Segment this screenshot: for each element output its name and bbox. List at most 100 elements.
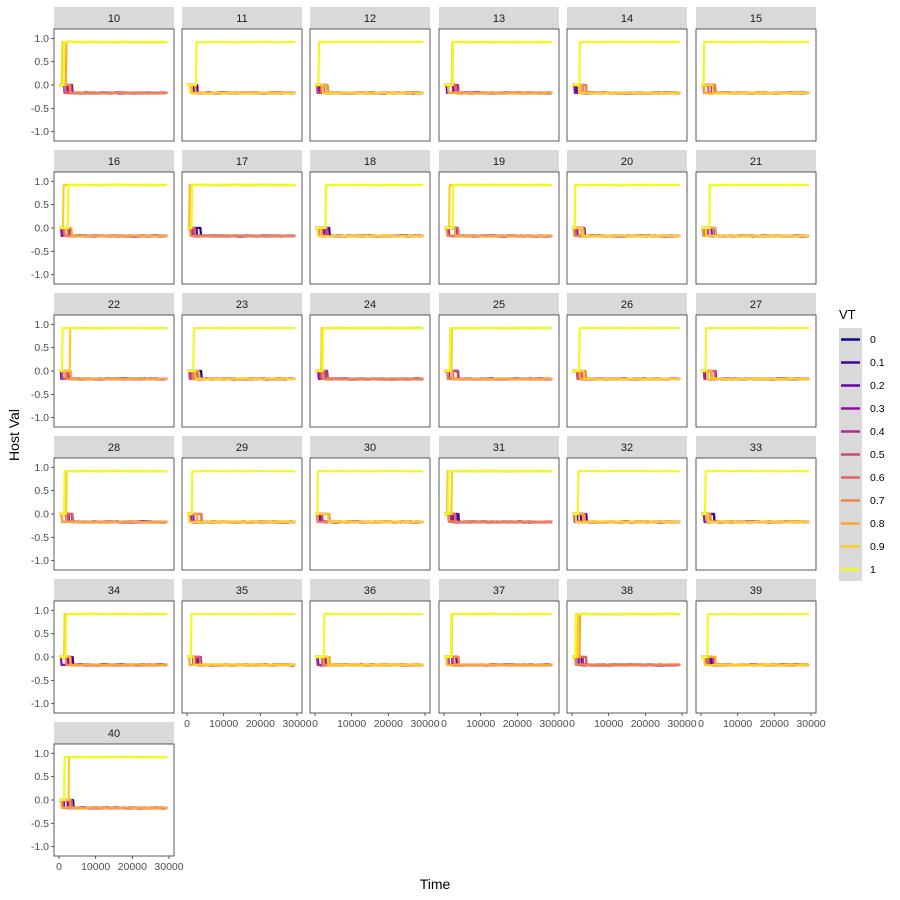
- series-line-vt-0.8: [444, 226, 553, 238]
- series-group: [701, 183, 810, 238]
- y-tick-label: 1.0: [34, 605, 49, 617]
- panel-background: [53, 314, 175, 428]
- facet-strip: [54, 293, 174, 315]
- y-tick-label: -1.0: [31, 841, 49, 853]
- series-line-vt-0.9: [701, 655, 810, 667]
- y-tick-label: 0.5: [34, 771, 49, 783]
- facet-strip-label: 13: [493, 13, 505, 25]
- series-line-vt-0.8: [444, 369, 553, 381]
- facet-strip: [439, 150, 559, 172]
- y-tick-label: 0.0: [34, 652, 49, 664]
- facet-strip: [310, 436, 430, 458]
- facet-strip: [696, 579, 816, 601]
- facet-strip-label: 19: [493, 156, 505, 168]
- facet-panel: 14: [566, 7, 688, 142]
- facet-panel: 28: [53, 436, 175, 571]
- series-line-vt-0.7: [315, 369, 424, 381]
- facet-panel: 33: [695, 436, 817, 571]
- facet-panel: 19: [438, 150, 560, 285]
- legend-item: 0.3: [841, 403, 885, 415]
- panel-background: [181, 28, 303, 142]
- y-tick-label: -0.5: [31, 103, 49, 115]
- series-line-vt-1: [572, 469, 681, 516]
- facet-strip-label: 18: [364, 156, 376, 168]
- series-line-vt-0.7: [59, 83, 168, 95]
- series-group: [59, 755, 168, 810]
- facet-strip-label: 24: [364, 299, 376, 311]
- legend-label: 0.1: [870, 357, 885, 369]
- series-group: [701, 469, 810, 524]
- y-tick-label: -0.5: [31, 818, 49, 830]
- series-group: [444, 612, 553, 667]
- y-tick-label: -1.0: [31, 698, 49, 710]
- y-tick-label: -0.5: [31, 389, 49, 401]
- series-line-vt-0.9: [187, 369, 296, 381]
- facet-panel: 40: [53, 722, 175, 857]
- series-group: [59, 612, 168, 667]
- facet-strip: [567, 7, 687, 29]
- x-tick-label: 0: [184, 718, 190, 730]
- facet-strip: [182, 7, 302, 29]
- series-line-vt-1: [187, 612, 296, 659]
- facet-strip: [182, 579, 302, 601]
- series-line-vt-0.9: [701, 369, 810, 381]
- legend-items: 0 0.1 0.2 0.3 0.4 0.5 0.6 0.7 0.8 0.9 1: [839, 328, 885, 581]
- legend-item: 0.8: [841, 518, 885, 530]
- facet-panel: 35: [181, 579, 303, 714]
- series-line-vt-0.8: [59, 798, 168, 810]
- x-tick-label: 20000: [118, 861, 147, 873]
- series-line-vt-1: [59, 469, 168, 516]
- x-tick-label: 20000: [374, 718, 403, 730]
- series-line-vt-1: [444, 469, 553, 516]
- series-line-vt-0.9: [572, 369, 681, 381]
- x-axis: 0 10000 20000 30000: [441, 713, 569, 730]
- facet-strip-label: 17: [236, 156, 248, 168]
- facet-strip: [439, 293, 559, 315]
- x-tick-label: 0: [56, 861, 62, 873]
- y-axis: -1.0 -0.5 0.0 0.5 1.0: [31, 605, 54, 710]
- facet-strip: [182, 436, 302, 458]
- facet-panel: 38: [566, 579, 688, 714]
- x-axis: 0 10000 20000 30000: [184, 713, 312, 730]
- facet-strip-label: 40: [108, 728, 120, 740]
- x-tick-label: 0: [698, 718, 704, 730]
- facet-strip: [439, 579, 559, 601]
- x-tick-label: 10000: [466, 718, 495, 730]
- facet-strip: [54, 436, 174, 458]
- series-line-vt-1: [59, 612, 168, 659]
- y-tick-label: -1.0: [31, 555, 49, 567]
- y-tick-label: 1.0: [34, 176, 49, 188]
- facet-strip: [310, 150, 430, 172]
- legend-item: 0: [841, 334, 876, 346]
- facet-strip: [310, 7, 430, 29]
- series-line-vt-1: [187, 40, 296, 87]
- y-axes: -1.0 -0.5 0.0 0.5 1.0 -1.0 -0.5 0.0 0.5 1.0 -1.0 -0…: [31, 33, 54, 853]
- panel-background: [181, 171, 303, 285]
- facet-strip-label: 23: [236, 299, 248, 311]
- y-axis: -1.0 -0.5 0.0 0.5 1.0: [31, 33, 54, 138]
- legend-label: 0.7: [870, 495, 885, 507]
- y-tick-label: 0.0: [34, 509, 49, 521]
- series-group: [701, 612, 810, 667]
- series-group: [315, 40, 424, 95]
- legend-label: 0.6: [870, 472, 885, 484]
- series-line-vt-0.7: [572, 655, 681, 667]
- series-line-vt-0.9: [315, 83, 424, 95]
- x-tick-label: 10000: [594, 718, 623, 730]
- facet-panel: 13: [438, 7, 560, 142]
- panel-background: [309, 314, 431, 428]
- facet-panel: 12: [309, 7, 431, 142]
- panel-background: [695, 457, 817, 571]
- x-tick-label: 20000: [760, 718, 789, 730]
- legend-label: 0.4: [870, 426, 885, 438]
- facet-strip-label: 28: [108, 442, 120, 454]
- legend-label: 0.9: [870, 541, 885, 553]
- y-tick-label: 0.5: [34, 342, 49, 354]
- x-axis-title: Time: [420, 876, 451, 892]
- y-tick-label: -1.0: [31, 412, 49, 424]
- legend-item: 0.4: [841, 426, 885, 438]
- facet-panel: 39: [695, 579, 817, 714]
- facet-strip-label: 12: [364, 13, 376, 25]
- facet-panel: 10: [53, 7, 175, 142]
